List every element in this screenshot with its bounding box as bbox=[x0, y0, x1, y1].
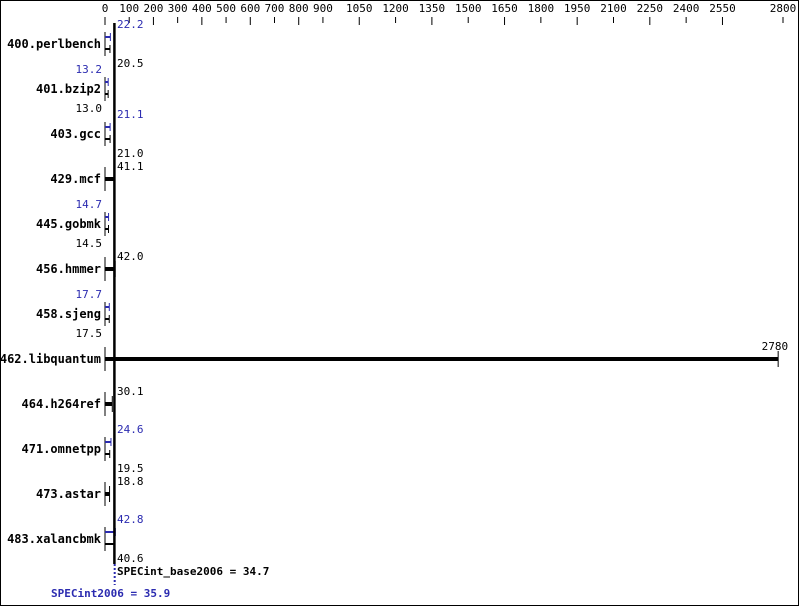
base-value-label: 17.5 bbox=[76, 327, 103, 340]
base-value-label: 18.8 bbox=[117, 475, 144, 488]
x-tick-label: 200 bbox=[143, 2, 163, 15]
x-tick-label: 700 bbox=[265, 2, 285, 15]
base-bar bbox=[105, 357, 779, 361]
base-value-label: 30.1 bbox=[117, 385, 144, 398]
x-tick-label: 600 bbox=[240, 2, 260, 15]
category-label: 429.mcf bbox=[50, 172, 101, 186]
x-tick-label: 400 bbox=[192, 2, 212, 15]
x-tick-label: 500 bbox=[216, 2, 236, 15]
x-tick-label: 2400 bbox=[673, 2, 700, 15]
peak-value-label: 24.6 bbox=[117, 423, 144, 436]
x-tick-label: 2100 bbox=[600, 2, 627, 15]
base-value-label: 21.0 bbox=[117, 147, 144, 160]
category-label: 464.h264ref bbox=[22, 397, 101, 411]
x-tick-label: 900 bbox=[313, 2, 333, 15]
category-label: 456.hmmer bbox=[36, 262, 101, 276]
base-value-label: 42.0 bbox=[117, 250, 144, 263]
category-label: 462.libquantum bbox=[1, 352, 101, 366]
x-tick-label: 1800 bbox=[528, 2, 555, 15]
x-tick-label: 0 bbox=[102, 2, 109, 15]
category-label: 401.bzip2 bbox=[36, 82, 101, 96]
x-tick-label: 800 bbox=[289, 2, 309, 15]
base-value-label: 13.0 bbox=[76, 102, 103, 115]
peak-value-label: 22.2 bbox=[117, 18, 144, 31]
base-value-label: 40.6 bbox=[117, 552, 144, 565]
category-label: 400.perlbench bbox=[7, 37, 101, 51]
category-label: 473.astar bbox=[36, 487, 101, 501]
x-tick-label: 100 bbox=[119, 2, 139, 15]
peak-value-label: 17.7 bbox=[76, 288, 103, 301]
base-value-label: 20.5 bbox=[117, 57, 144, 70]
x-tick-label: 2800 bbox=[770, 2, 797, 15]
category-label: 483.xalancbmk bbox=[7, 532, 102, 546]
base-bar bbox=[105, 492, 110, 496]
peak-value-label: 13.2 bbox=[76, 63, 103, 76]
category-label: 458.sjeng bbox=[36, 307, 101, 321]
base-bar bbox=[105, 177, 115, 181]
base-summary-label: SPECint_base2006 = 34.7 bbox=[117, 565, 269, 578]
base-value-label: 19.5 bbox=[117, 462, 144, 475]
x-tick-label: 2550 bbox=[709, 2, 736, 15]
category-label: 403.gcc bbox=[50, 127, 101, 141]
x-tick-label: 300 bbox=[168, 2, 188, 15]
peak-value-label: 42.8 bbox=[117, 513, 144, 526]
peak-summary-label: SPECint2006 = 35.9 bbox=[51, 587, 170, 600]
x-tick-label: 1950 bbox=[564, 2, 591, 15]
base-bar bbox=[105, 267, 116, 271]
category-label: 471.omnetpp bbox=[22, 442, 101, 456]
category-label: 445.gobmk bbox=[36, 217, 102, 231]
x-tick-label: 2250 bbox=[637, 2, 664, 15]
x-tick-label: 1650 bbox=[491, 2, 518, 15]
peak-value-label: 21.1 bbox=[117, 108, 144, 121]
x-tick-label: 1200 bbox=[382, 2, 409, 15]
x-tick-label: 1350 bbox=[419, 2, 446, 15]
x-tick-label: 1050 bbox=[346, 2, 373, 15]
base-value-label: 14.5 bbox=[76, 237, 103, 250]
base-value-label: 2780 bbox=[762, 340, 789, 353]
x-tick-label: 1500 bbox=[455, 2, 482, 15]
peak-value-label: 14.7 bbox=[76, 198, 103, 211]
base-value-label: 41.1 bbox=[117, 160, 144, 173]
base-bar bbox=[105, 402, 113, 406]
